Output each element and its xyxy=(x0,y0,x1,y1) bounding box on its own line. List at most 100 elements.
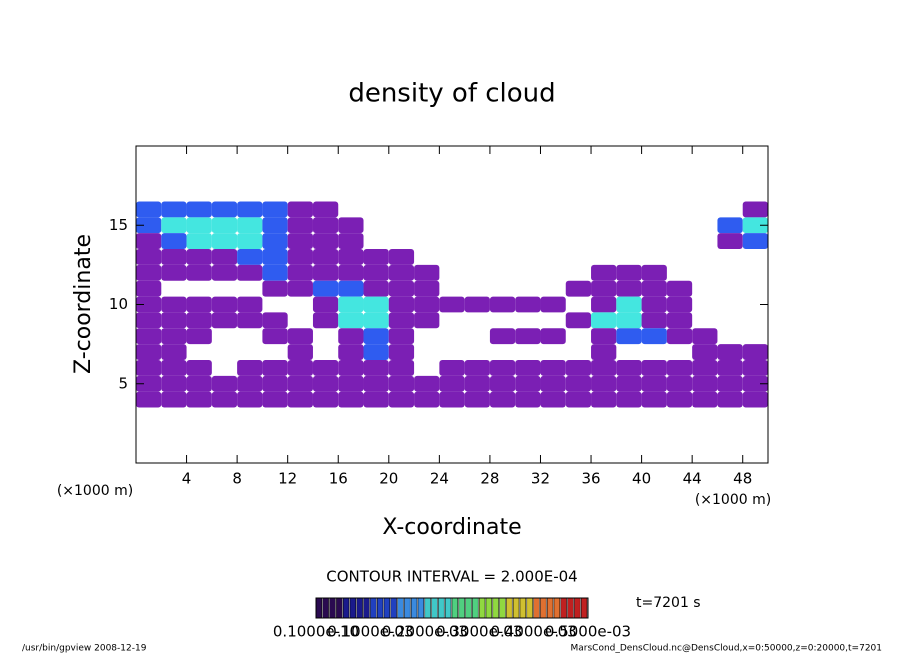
x-tick-label: 36 xyxy=(581,470,600,488)
density-cell xyxy=(363,296,389,313)
colorbar-swatch xyxy=(431,597,438,619)
density-cell xyxy=(540,359,566,376)
colorbar-swatch xyxy=(342,597,350,619)
time-label: t=7201 s xyxy=(636,595,701,611)
y-tick-label: 5 xyxy=(118,374,128,392)
density-cell xyxy=(692,359,718,376)
colorbar-swatch xyxy=(390,597,397,619)
density-cell xyxy=(742,201,768,218)
colorbar-swatch xyxy=(512,597,520,619)
density-cell xyxy=(312,217,339,234)
density-cell xyxy=(287,391,313,408)
density-cell xyxy=(338,375,364,392)
density-cell xyxy=(262,359,288,376)
colorbar-swatch xyxy=(444,597,452,619)
colorbar-swatch xyxy=(349,597,357,619)
colorbar-swatch xyxy=(560,597,567,619)
colorbar-frame xyxy=(315,597,589,619)
density-cell xyxy=(136,233,162,250)
density-cell xyxy=(237,375,263,392)
colorbar-swatch xyxy=(383,597,391,619)
density-cell xyxy=(591,328,617,345)
density-cell xyxy=(540,328,566,345)
density-cell xyxy=(515,296,541,313)
colorbar-swatch xyxy=(376,597,384,619)
density-cell xyxy=(616,280,642,297)
density-cell xyxy=(161,296,187,313)
density-cell xyxy=(262,391,288,408)
density-cell xyxy=(616,264,642,281)
density-cell xyxy=(338,217,364,234)
density-cell xyxy=(742,375,768,392)
contour-interval: CONTOUR INTERVAL = 2.000E-04 xyxy=(326,568,577,586)
density-cell xyxy=(388,391,415,408)
density-cell xyxy=(186,249,212,265)
colorbar-swatch xyxy=(472,597,479,619)
density-cell xyxy=(742,217,768,234)
density-cell xyxy=(161,391,187,408)
density-cell xyxy=(641,280,667,297)
density-cell xyxy=(161,233,187,250)
x-tick-label: 32 xyxy=(531,470,550,488)
density-cell xyxy=(641,312,667,329)
density-cell xyxy=(717,233,743,250)
density-cell xyxy=(565,391,592,408)
density-cell xyxy=(591,375,617,392)
density-cell xyxy=(186,296,212,313)
density-cell xyxy=(616,359,642,376)
colorbar-swatch xyxy=(404,597,411,619)
density-cell xyxy=(211,296,238,313)
density-cell xyxy=(388,249,415,265)
density-cell xyxy=(666,375,693,392)
colorbar-swatch xyxy=(356,597,363,619)
density-cell xyxy=(186,375,212,392)
density-cell xyxy=(287,217,313,234)
density-cell xyxy=(489,391,516,408)
density-cell xyxy=(136,201,162,218)
density-cell xyxy=(641,328,667,345)
density-cell xyxy=(363,359,389,376)
density-cell xyxy=(186,328,212,345)
x-axis-label: X-coordinate xyxy=(382,515,521,540)
colorbar-swatch xyxy=(567,597,574,619)
density-cell xyxy=(388,328,415,345)
density-cell xyxy=(338,359,364,376)
density-cell xyxy=(363,328,389,345)
density-cell xyxy=(388,359,415,376)
density-cell xyxy=(237,201,263,218)
density-cell xyxy=(287,375,313,392)
density-cell xyxy=(161,201,187,218)
density-cell xyxy=(717,375,743,392)
density-cell xyxy=(591,344,617,360)
density-cell xyxy=(136,375,162,392)
density-cell xyxy=(237,359,263,376)
density-cell xyxy=(312,264,339,281)
density-cell xyxy=(388,312,415,329)
density-cell xyxy=(262,201,288,218)
density-cell xyxy=(591,296,617,313)
density-cell xyxy=(515,391,541,408)
colorbar-swatch xyxy=(478,597,486,619)
colorbar-label: 0.1000e-10 xyxy=(273,623,359,641)
density-cell xyxy=(287,249,313,265)
density-cell xyxy=(287,344,313,360)
colorbar-swatch xyxy=(424,597,431,619)
density-cell xyxy=(312,233,339,250)
x-unit: (×1000 m) xyxy=(57,483,133,499)
density-cell xyxy=(211,312,238,329)
density-cell xyxy=(136,391,162,408)
density-cell xyxy=(414,264,440,281)
x-tick-label: 16 xyxy=(329,470,348,488)
density-cell xyxy=(414,375,440,392)
density-cell xyxy=(414,391,440,408)
density-cell xyxy=(136,280,162,297)
density-cell xyxy=(161,217,187,234)
density-cell xyxy=(338,249,364,265)
density-cell xyxy=(692,344,718,360)
density-cell xyxy=(338,233,364,250)
x-tick-label: 20 xyxy=(379,470,398,488)
density-cell xyxy=(464,391,490,408)
density-cell xyxy=(211,264,238,281)
density-cell xyxy=(363,375,389,392)
density-cell xyxy=(439,296,465,313)
